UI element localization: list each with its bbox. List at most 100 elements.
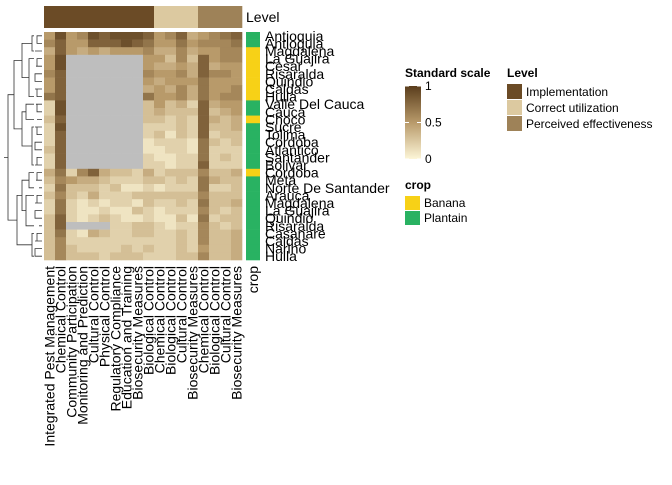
heatmap-cell (132, 32, 144, 40)
heatmap-cell (55, 138, 67, 147)
heatmap-cell (121, 39, 133, 48)
heatmap-cell (176, 54, 188, 63)
heatmap-cell (231, 206, 243, 215)
level-annotation-label: Level (246, 9, 279, 25)
heatmap-cell (143, 32, 155, 40)
heatmap-cell (198, 252, 210, 261)
heatmap-cell (77, 32, 89, 40)
heatmap-cell (55, 108, 67, 116)
row-label: Norte De Santander (265, 180, 390, 196)
heatmap-cell (198, 47, 210, 56)
heatmap-cell (143, 54, 155, 63)
heatmap-cell (55, 123, 67, 132)
heatmap-cell (187, 199, 199, 208)
heatmap-cell (66, 32, 78, 40)
heatmap-cell (66, 237, 78, 246)
heatmap-cell (165, 191, 177, 200)
heatmap-cell (110, 70, 122, 78)
column-label: Cultural Control (86, 266, 102, 363)
crop-annotation-cell (246, 161, 260, 170)
heatmap-cell (55, 32, 67, 40)
column-label: Cultural Control (174, 266, 190, 363)
heatmap-cell (154, 206, 166, 215)
heatmap-cell (99, 237, 111, 246)
heatmap-cell (231, 123, 243, 132)
heatmap-cell (44, 222, 56, 230)
row-label: Caldas (265, 233, 309, 249)
heatmap-cell (209, 130, 221, 139)
heatmap-cell (220, 85, 232, 94)
column-label: Biosecurity Measures (130, 266, 146, 400)
heatmap-cell (154, 229, 166, 238)
level-legend-label: Implementation (526, 85, 608, 99)
heatmap-cell (198, 168, 210, 177)
column-label: Biosecurity Measures (229, 266, 245, 400)
heatmap-cell (44, 62, 56, 71)
heatmap-cell (88, 214, 100, 223)
heatmap-cell (77, 70, 89, 78)
heatmap-cell (176, 161, 188, 170)
heatmap-cell (165, 85, 177, 94)
heatmap-cell (209, 184, 221, 192)
heatmap-cell (143, 92, 155, 101)
heatmap-cell (99, 123, 111, 132)
row-label: Quindio (265, 73, 313, 89)
heatmap-cell (165, 199, 177, 208)
crop-annotation-cell (246, 191, 260, 200)
heatmap-cell (154, 222, 166, 230)
heatmap-cell (55, 39, 67, 48)
heatmap-cell (99, 54, 111, 63)
heatmap-cell (88, 123, 100, 132)
heatmap-cell (77, 130, 89, 139)
heatmap-cell (88, 168, 100, 177)
row-label: Cordoba (265, 134, 319, 150)
heatmap-cell (99, 176, 111, 185)
heatmap-cell (44, 214, 56, 223)
heatmap-cell (231, 222, 243, 230)
heatmap-cell (165, 62, 177, 71)
heatmap-cell (99, 92, 111, 101)
heatmap-cell (198, 115, 210, 124)
heatmap-cell (88, 222, 100, 230)
heatmap-cell (132, 77, 144, 86)
level-annotation-cell (121, 6, 133, 28)
heatmap-cell (88, 206, 100, 215)
heatmap-cell (209, 54, 221, 63)
heatmap-cell (220, 161, 232, 170)
heatmap-cell (121, 206, 133, 215)
crop-annotation-cell (246, 32, 260, 40)
heatmap-cell (132, 92, 144, 101)
heatmap-cell (66, 191, 78, 200)
heatmap-cell (110, 123, 122, 132)
heatmap-cell (143, 222, 155, 230)
heatmap-cell (99, 130, 111, 139)
heatmap-cell (121, 54, 133, 63)
heatmap-cell (176, 206, 188, 215)
heatmap-cell (165, 100, 177, 109)
heatmap-cell (231, 100, 243, 109)
row-label: Valle Del Cauca (265, 96, 365, 112)
heatmap-cell (176, 138, 188, 147)
heatmap-cell (198, 191, 210, 200)
row-label: Antioquia (265, 28, 324, 44)
crop-annotation-cell (246, 252, 260, 261)
heatmap-cell (55, 214, 67, 223)
crop-annotation-cell (246, 214, 260, 223)
heatmap-cell (88, 77, 100, 86)
column-label: Biological Control (207, 266, 223, 375)
heatmap-cell (99, 138, 111, 147)
heatmap-cell (132, 108, 144, 116)
heatmap-cell (187, 168, 199, 177)
row-label: Caldas (265, 81, 309, 97)
heatmap-cell (66, 161, 78, 170)
heatmap-cell (132, 123, 144, 132)
heatmap-cell (176, 77, 188, 86)
heatmap-cell (88, 252, 100, 261)
heatmap-cell (121, 199, 133, 208)
crop-annotation-cell (246, 244, 260, 253)
heatmap-cell (198, 92, 210, 101)
level-annotation-cell (231, 6, 243, 28)
heatmap-cell (154, 168, 166, 177)
column-label: Integrated Pest Management (42, 266, 58, 447)
heatmap-cell (187, 108, 199, 116)
